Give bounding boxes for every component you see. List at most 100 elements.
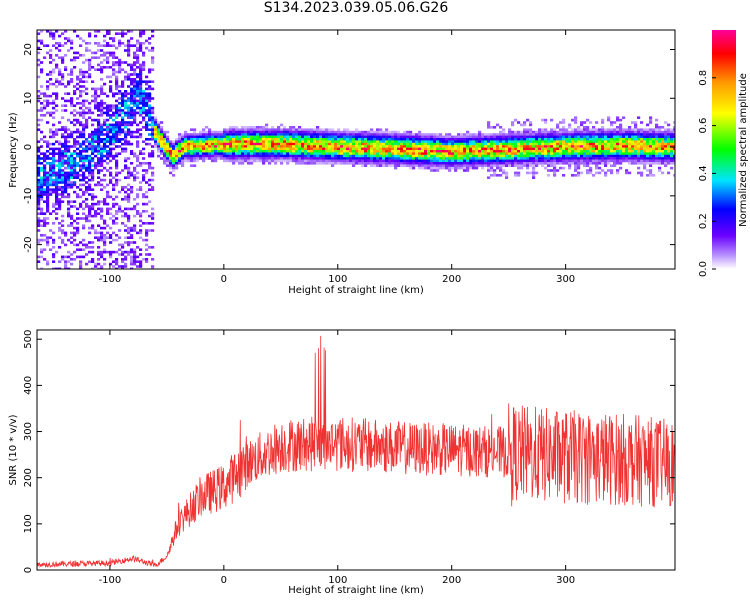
heatmap-cell	[85, 176, 89, 179]
heatmap-cell	[253, 142, 257, 146]
heatmap-cell	[139, 87, 143, 91]
heatmap-cell	[226, 133, 230, 136]
heatmap-cell	[160, 133, 164, 136]
heatmap-cell	[358, 152, 362, 155]
heatmap-cell	[181, 138, 185, 141]
heatmap-cell	[76, 130, 80, 134]
heatmap-cell	[172, 159, 176, 163]
heatmap-cell	[91, 140, 95, 143]
heatmap-cell	[568, 150, 572, 153]
y-tick-label: 0	[23, 144, 34, 150]
heatmap-cell	[505, 133, 509, 136]
heatmap-cell	[580, 130, 584, 134]
heatmap-cell	[493, 174, 497, 177]
heatmap-cell	[121, 138, 125, 141]
heatmap-cell	[43, 171, 47, 175]
heatmap-cell	[91, 80, 95, 83]
heatmap-cell	[646, 128, 650, 131]
heatmap-cell	[265, 157, 269, 160]
heatmap-cell	[328, 133, 332, 136]
heatmap-cell	[577, 157, 581, 160]
heatmap-cell	[280, 147, 284, 151]
heatmap-cell	[601, 147, 605, 151]
heatmap-cell	[142, 68, 146, 71]
x-tick-label: 300	[556, 274, 575, 285]
heatmap-cell	[394, 159, 398, 163]
heatmap-cell	[85, 169, 89, 172]
heatmap-cell	[562, 157, 566, 160]
heatmap-cell	[112, 111, 116, 115]
heatmap-cell	[427, 152, 431, 155]
heatmap-cell	[619, 152, 623, 155]
heatmap-cell	[628, 147, 632, 151]
heatmap-cell	[574, 133, 578, 136]
heatmap-cell	[118, 229, 122, 232]
heatmap-cell	[469, 154, 473, 158]
heatmap-cell	[49, 49, 53, 52]
heatmap-cell	[607, 142, 611, 146]
heatmap-cell	[61, 128, 65, 131]
heatmap-cell	[226, 130, 230, 134]
heatmap-cell	[466, 152, 470, 155]
heatmap-cell	[70, 46, 74, 50]
heatmap-cell	[610, 147, 614, 151]
heatmap-cell	[52, 202, 56, 206]
heatmap-cell	[52, 260, 56, 263]
heatmap-cell	[133, 114, 137, 117]
heatmap-cell	[103, 123, 107, 127]
heatmap-cell	[169, 145, 173, 148]
heatmap-cell	[58, 157, 62, 160]
heatmap-cell	[76, 51, 80, 55]
heatmap-cell	[487, 138, 491, 141]
heatmap-cell	[349, 157, 353, 160]
heatmap-cell	[172, 145, 176, 148]
heatmap-cell	[385, 138, 389, 141]
heatmap-cell	[88, 246, 92, 249]
heatmap-cell	[280, 135, 284, 139]
heatmap-cell	[280, 133, 284, 136]
heatmap-cell	[121, 142, 125, 146]
heatmap-cell	[139, 75, 143, 79]
heatmap-cell	[52, 210, 56, 213]
heatmap-cell	[553, 171, 557, 175]
heatmap-cell	[604, 147, 608, 151]
heatmap-cell	[649, 118, 653, 122]
heatmap-cell	[607, 128, 611, 131]
heatmap-cell	[400, 164, 404, 167]
heatmap-cell	[187, 138, 191, 141]
heatmap-cell	[406, 130, 410, 134]
heatmap-cell	[103, 234, 107, 237]
heatmap-cell	[97, 145, 101, 148]
heatmap-cell	[49, 183, 53, 187]
heatmap-cell	[79, 70, 83, 74]
heatmap-cell	[628, 162, 632, 165]
heatmap-cell	[136, 164, 140, 167]
heatmap-cell	[58, 142, 62, 146]
heatmap-cell	[61, 224, 65, 227]
heatmap-cell	[631, 147, 635, 151]
heatmap-cell	[76, 78, 80, 81]
heatmap-cell	[187, 152, 191, 155]
heatmap-cell	[583, 145, 587, 148]
heatmap-cell	[52, 238, 56, 242]
heatmap-cell	[49, 82, 53, 86]
heatmap-cell	[70, 68, 74, 71]
heatmap-cell	[187, 145, 191, 148]
heatmap-cell	[280, 152, 284, 155]
heatmap-cell	[46, 198, 50, 201]
x-tick-label: -100	[99, 274, 122, 285]
heatmap-cell	[394, 145, 398, 148]
heatmap-cell	[634, 147, 638, 151]
heatmap-cell	[673, 128, 675, 131]
heatmap-cell	[109, 135, 113, 139]
heatmap-cell	[124, 236, 128, 239]
heatmap-cell	[148, 154, 152, 158]
heatmap-cell	[64, 109, 68, 112]
heatmap-cell	[346, 152, 350, 155]
heatmap-cell	[190, 147, 194, 151]
heatmap-cell	[412, 138, 416, 141]
heatmap-cell	[148, 37, 152, 40]
heatmap-cell	[40, 118, 44, 122]
heatmap-cell	[622, 135, 626, 139]
heatmap-cell	[565, 135, 569, 139]
